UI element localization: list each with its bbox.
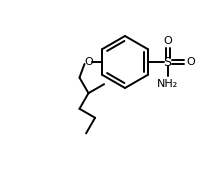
Text: O: O [84, 57, 93, 67]
Text: O: O [186, 57, 195, 67]
Text: O: O [163, 36, 172, 46]
Text: NH₂: NH₂ [157, 79, 178, 89]
Text: S: S [163, 56, 171, 69]
